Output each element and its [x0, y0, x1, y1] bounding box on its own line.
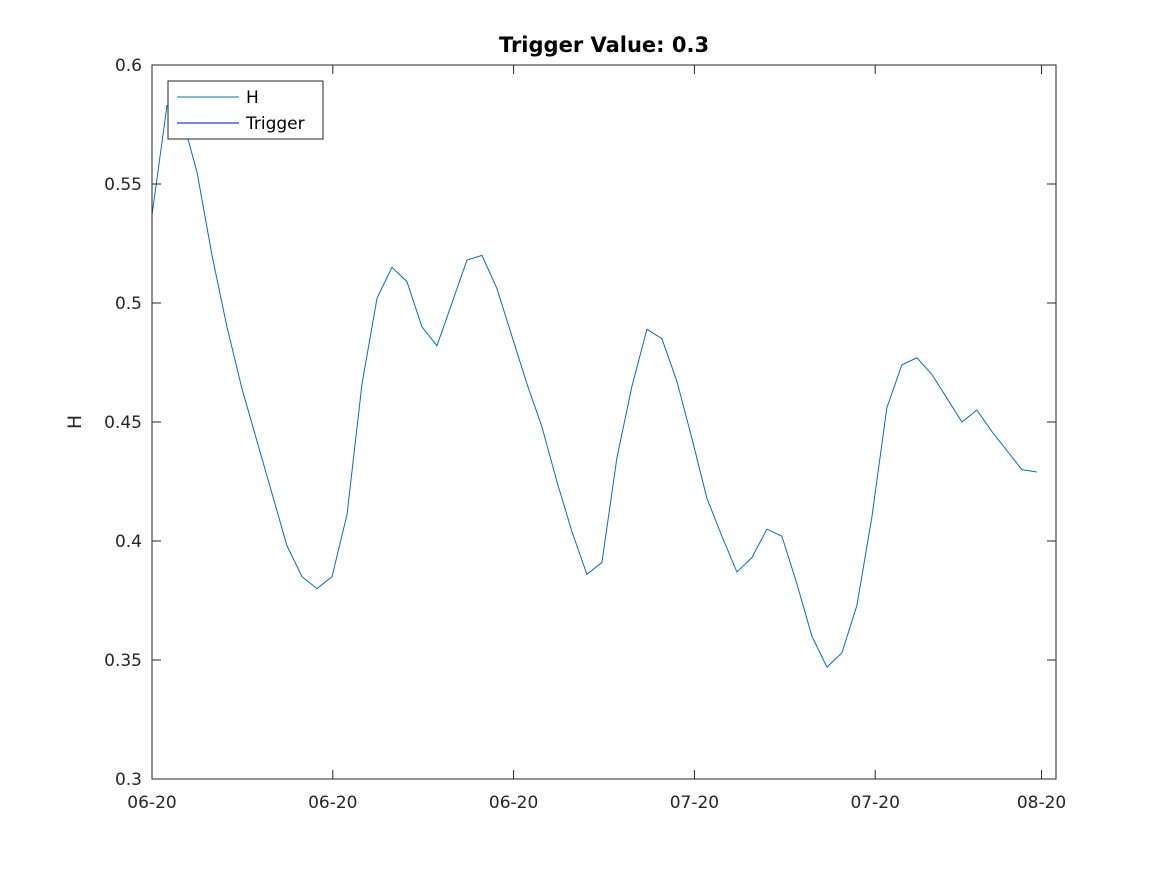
- y-tick-label: 0.5: [115, 294, 142, 314]
- legend-box: [167, 80, 324, 140]
- series-line-h: [151, 104, 1037, 668]
- legend-label-h: H: [246, 88, 259, 108]
- y-tick-label: 0.45: [104, 413, 142, 433]
- tick-layer: 0.3 0.35 0.4 0.45 0.5 0.55 0.6 06-20 06-20 06-20 0…: [104, 56, 1066, 813]
- y-tick-label: 0.6: [115, 56, 142, 76]
- legend: H Trigger: [167, 80, 324, 140]
- y-tick-label: 0.3: [115, 770, 142, 790]
- axes-box: [151, 64, 1057, 780]
- y-tick-label: 0.55: [104, 175, 142, 195]
- legend-label-trigger: Trigger: [245, 114, 305, 134]
- x-tick-label: 06-20: [127, 793, 176, 813]
- plot-layer: [151, 104, 1042, 780]
- y-tick-label: 0.35: [104, 651, 142, 671]
- x-tick-label: 07-20: [850, 793, 899, 813]
- x-tick-label: 08-20: [1017, 793, 1066, 813]
- y-tick-label: 0.4: [115, 532, 142, 552]
- x-tick-label: 06-20: [489, 793, 538, 813]
- x-tick-label: 07-20: [670, 793, 719, 813]
- x-tick-label: 06-20: [308, 793, 357, 813]
- chart-title: Trigger Value: 0.3: [499, 33, 709, 57]
- y-axis-label: H: [64, 415, 86, 429]
